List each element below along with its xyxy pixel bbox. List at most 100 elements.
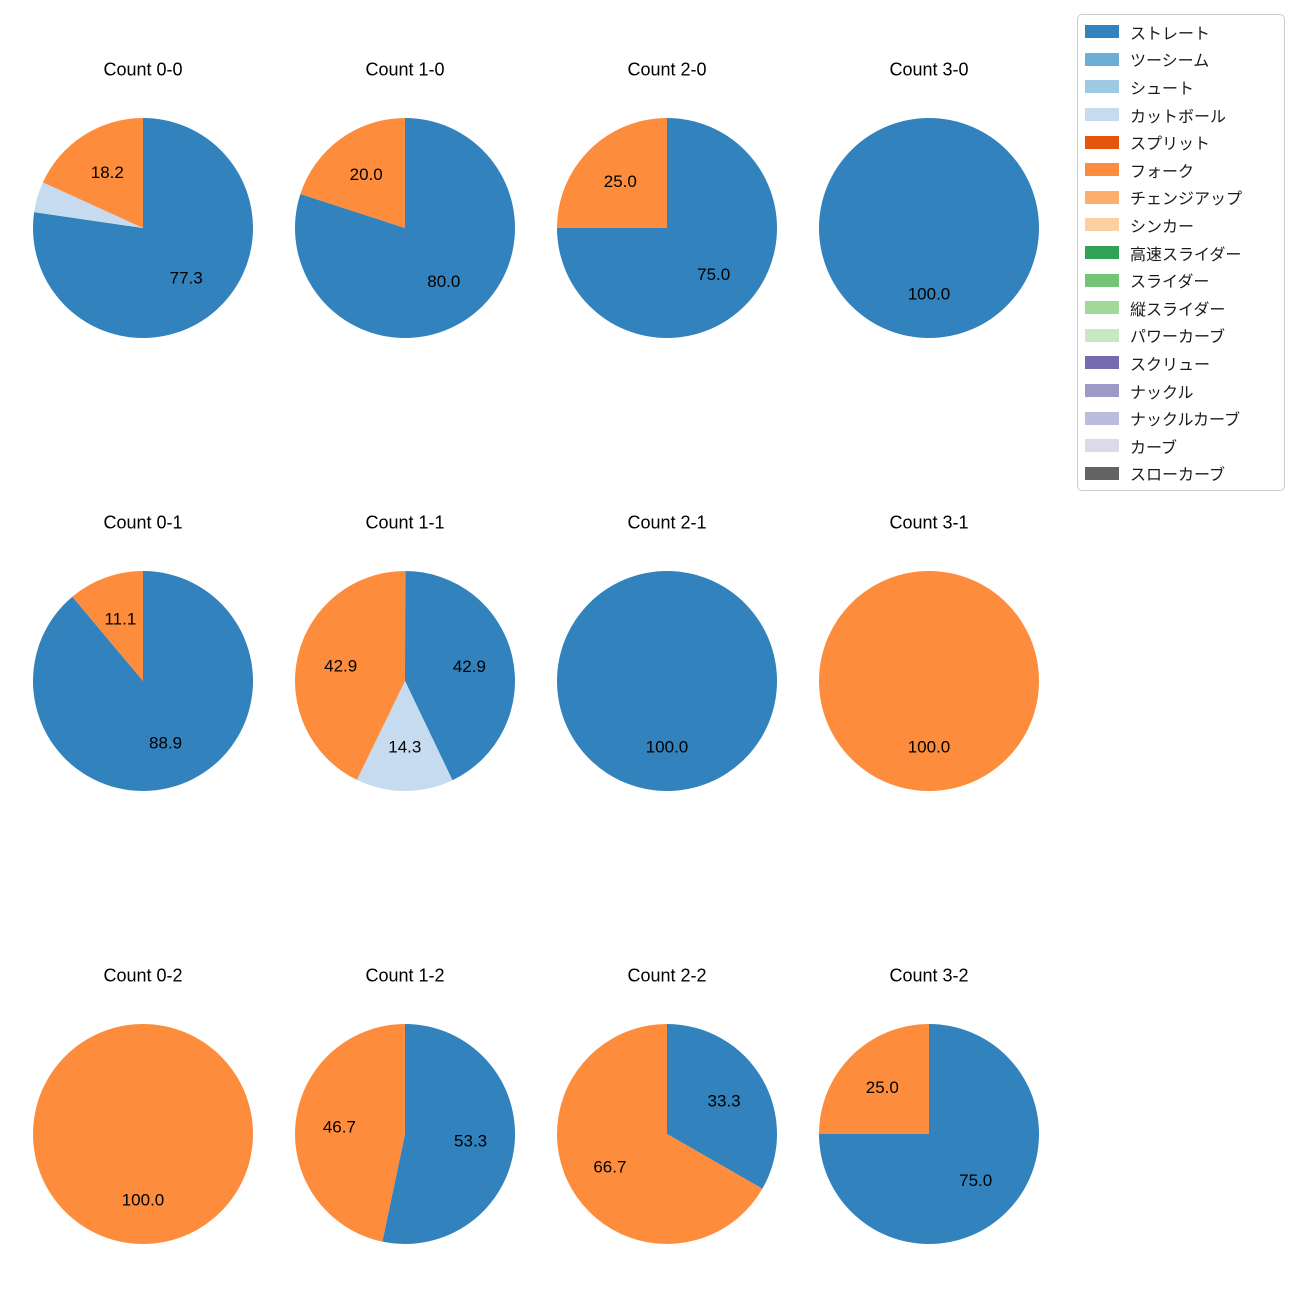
pct-label-count-1-0-0: 80.0 — [427, 272, 460, 291]
legend-label: ツーシーム — [1130, 53, 1210, 71]
legend-item-4: スプリット — [1085, 128, 1280, 156]
pie-chart-count-0-1: 88.9 11.1 — [33, 571, 254, 791]
legend-label: パワーカーブ — [1130, 329, 1226, 347]
pie-slice-count-1-2-0 — [382, 1024, 516, 1244]
legend-label: ストレート — [1130, 25, 1211, 43]
pie-slice-count-3-1-0 — [819, 571, 1039, 791]
pie-chart-count-1-1: 42.9 14.3 42.9 — [295, 570, 515, 791]
pie-slice-count-0-0-0 — [33, 118, 254, 338]
legend-label: スライダー — [1130, 274, 1210, 292]
legend-item-3: カットボール — [1085, 101, 1280, 129]
legend-item-12: スクリュー — [1085, 349, 1280, 377]
pie-slice-count-2-1-0 — [557, 571, 777, 791]
legend-label: 縦スライダー — [1130, 301, 1226, 319]
legend: ストレートツーシームシュートカットボール スプリットフォークチェンジアップ シンカー… — [1077, 14, 1285, 492]
pie-title-count-0-2: Count 0-2 — [103, 965, 183, 986]
legend-swatch-icon — [1085, 135, 1119, 149]
pct-label-count-0-1-1: 11.1 — [104, 610, 136, 629]
pct-label-count-3-2-1: 25.0 — [866, 1078, 899, 1097]
legend-swatch-icon — [1085, 190, 1119, 204]
pct-label-count-1-1-0: 42.9 — [453, 657, 486, 676]
legend-swatch-icon — [1085, 108, 1119, 122]
legend-item-7: シンカー — [1085, 211, 1280, 239]
pie-slice-count-1-2-1 — [295, 1024, 405, 1242]
legend-item-9: スライダー — [1085, 266, 1280, 294]
pct-label-count-2-0-0: 75.0 — [697, 265, 730, 284]
pct-label-count-1-1-1: 14.3 — [388, 738, 421, 757]
pie-slice-count-3-0-0 — [819, 118, 1039, 338]
pct-label-count-1-0-1: 20.0 — [350, 165, 383, 184]
pie-title-count-2-2: Count 2-2 — [627, 965, 707, 986]
legend-item-14: ナックルカーブ — [1085, 404, 1280, 432]
pie-slice-count-2-2-0 — [667, 1024, 778, 1189]
pie-slice-count-1-1-1 — [356, 681, 453, 791]
pct-label-count-0-2-0: 100.0 — [122, 1191, 165, 1210]
legend-item-10: 縦スライダー — [1085, 294, 1280, 322]
pct-label-count-3-0-0: 100.0 — [908, 285, 951, 304]
pie-title-count-1-1: Count 1-1 — [365, 512, 445, 533]
legend-swatch-icon — [1085, 246, 1119, 260]
pie-chart-count-0-0: 77.3 18.2 — [33, 118, 254, 338]
pie-chart-count-2-1: 100.0 — [557, 571, 777, 791]
pie-chart-count-0-2: 100.0 — [33, 1024, 253, 1244]
pct-label-count-2-1-0: 100.0 — [646, 738, 689, 757]
legend-label: スクリュー — [1130, 356, 1211, 374]
pie-title-count-2-0: Count 2-0 — [627, 59, 707, 80]
pct-label-count-0-0-0: 77.3 — [170, 268, 203, 287]
legend-label: スローカーブ — [1130, 467, 1226, 485]
pie-slice-count-3-2-1 — [819, 1024, 929, 1134]
legend-swatch-icon — [1085, 466, 1119, 480]
pie-slice-count-2-0-1 — [557, 118, 667, 228]
legend-item-16: スローカーブ — [1085, 460, 1280, 488]
pct-label-count-1-1-2: 42.9 — [324, 657, 357, 676]
pie-chart-count-2-2: 33.3 66.7 — [557, 1024, 778, 1244]
pie-slice-count-1-1-0 — [405, 571, 515, 781]
pie-slice-count-0-0-2 — [42, 118, 143, 228]
pie-slice-count-0-1-0 — [33, 571, 254, 791]
legend-label: シュート — [1130, 80, 1195, 98]
pie-chart-count-1-0: 80.0 20.0 — [294, 118, 515, 338]
legend-swatch-icon — [1085, 411, 1119, 425]
pct-label-count-2-2-0: 33.3 — [708, 1091, 741, 1110]
legend-label: 高速スライダー — [1130, 246, 1242, 264]
legend-swatch-icon — [1085, 25, 1119, 39]
pie-slice-count-1-0-1 — [300, 118, 405, 228]
legend-swatch-icon — [1085, 356, 1119, 370]
legend-label: チェンジアップ — [1130, 191, 1243, 209]
pie-slice-count-0-2-0 — [33, 1024, 253, 1244]
pie-title-count-3-0: Count 3-0 — [889, 59, 969, 80]
legend-label: ナックルカーブ — [1130, 412, 1241, 430]
legend-label: フォーク — [1130, 163, 1195, 181]
legend-swatch-icon — [1085, 328, 1119, 342]
pct-label-count-0-0-2: 18.2 — [91, 163, 124, 182]
legend-item-5: フォーク — [1085, 156, 1280, 184]
pct-label-count-2-0-1: 25.0 — [604, 172, 637, 191]
pct-label-count-1-2-0: 53.3 — [454, 1131, 487, 1150]
pie-title-count-3-2: Count 3-2 — [889, 965, 969, 986]
pie-slice-count-1-1-2 — [295, 570, 406, 780]
pct-label-count-0-1-0: 88.9 — [149, 734, 182, 753]
legend-label: シンカー — [1130, 218, 1195, 236]
legend-item-0: ストレート — [1085, 18, 1280, 46]
legend-swatch-icon — [1085, 52, 1119, 66]
pie-chart-count-2-0: 75.0 25.0 — [557, 118, 777, 338]
legend-swatch-icon — [1085, 439, 1119, 453]
legend-item-1: ツーシーム — [1085, 46, 1280, 74]
pie-chart-count-1-2: 53.3 46.7 — [295, 1024, 516, 1244]
legend-item-13: ナックル — [1085, 377, 1280, 405]
pie-chart-count-3-1: 100.0 — [819, 571, 1039, 791]
pie-title-count-0-1: Count 0-1 — [103, 512, 183, 533]
legend-item-6: チェンジアップ — [1085, 184, 1280, 212]
pie-chart-count-3-2: 75.0 25.0 — [819, 1024, 1039, 1244]
legend-swatch-icon — [1085, 384, 1119, 398]
pie-slice-count-1-0-0 — [294, 118, 515, 338]
pie-title-count-2-1: Count 2-1 — [627, 512, 707, 533]
pie-slice-count-0-1-1 — [72, 571, 143, 681]
legend-label: ナックル — [1130, 384, 1194, 402]
legend-label: カーブ — [1130, 439, 1178, 457]
legend-swatch-icon — [1085, 301, 1119, 315]
legend-swatch-icon — [1085, 80, 1119, 94]
legend-swatch-icon — [1085, 218, 1119, 232]
pct-label-count-1-2-1: 46.7 — [323, 1118, 356, 1137]
